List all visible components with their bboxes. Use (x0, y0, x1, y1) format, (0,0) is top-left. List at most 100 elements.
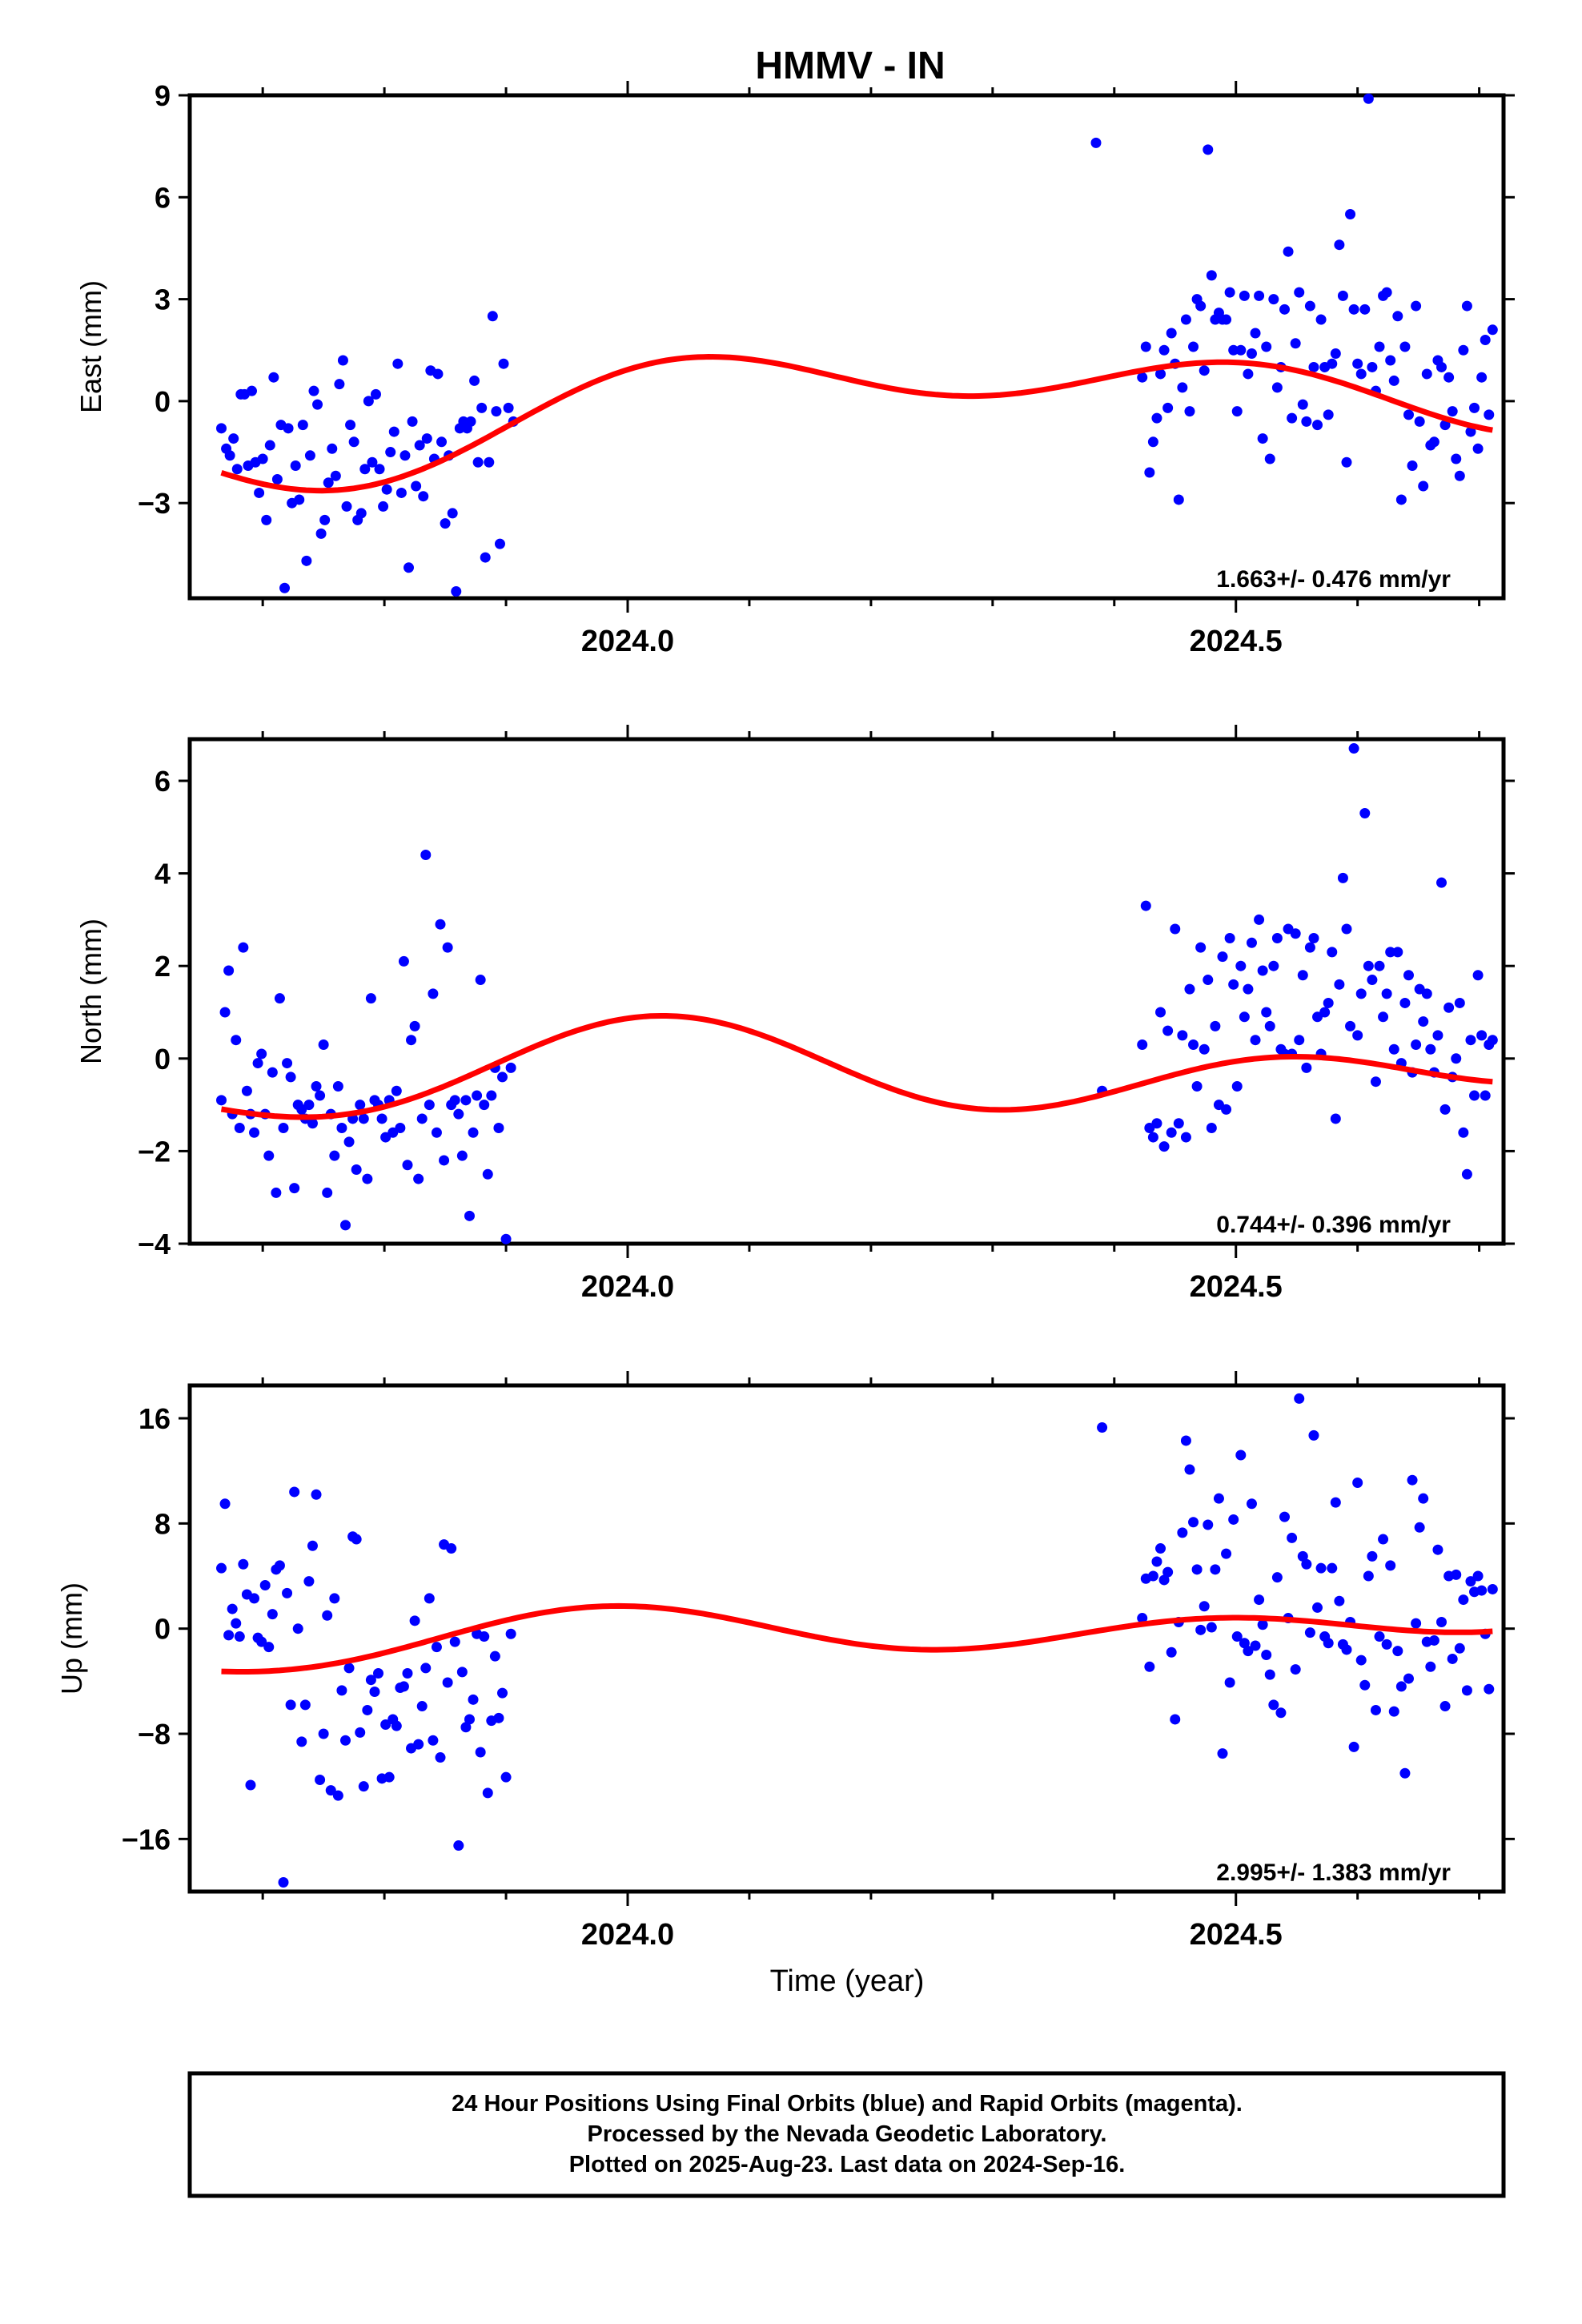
north-data-point (479, 1100, 490, 1111)
north-data-point (1334, 979, 1345, 990)
east-data-point (451, 586, 462, 597)
north-data-point (456, 1150, 468, 1161)
north-data-point (1436, 877, 1447, 888)
up-data-point (1271, 1572, 1283, 1583)
north-data-point (1231, 1080, 1243, 1092)
east-data-point (1414, 416, 1425, 427)
north-data-point (219, 1007, 231, 1018)
up-data-point (424, 1593, 435, 1604)
east-data-point (440, 518, 451, 529)
east-data-point (1472, 443, 1484, 454)
north-data-point (1203, 975, 1214, 986)
north-data-point (234, 1123, 245, 1134)
east-data-point (1330, 348, 1341, 359)
north-data-point (449, 1095, 460, 1106)
north-data-point (1140, 900, 1151, 911)
up-data-points (216, 1393, 1498, 1888)
up-data-point (245, 1779, 256, 1791)
east-data-point (1206, 270, 1217, 281)
up-data-point (1287, 1532, 1298, 1543)
up-data-point (1439, 1701, 1451, 1712)
north-y-tick-label: 2 (155, 950, 171, 983)
east-data-point (1188, 341, 1199, 352)
east-data-point (1465, 426, 1476, 437)
x-axis-label: Time (year) (770, 1964, 925, 1998)
up-data-point (1447, 1653, 1458, 1664)
north-data-point (1432, 1030, 1443, 1041)
east-data-point (1290, 338, 1301, 349)
up-data-point (1363, 1570, 1374, 1582)
north-data-point (1443, 1002, 1455, 1013)
east-data-point (334, 379, 345, 390)
up-data-point (227, 1603, 238, 1614)
east-data-point (388, 426, 400, 437)
east-data-point (1264, 453, 1275, 464)
up-data-point (428, 1735, 439, 1746)
north-y-tick-label: 0 (155, 1043, 171, 1076)
up-data-point (1381, 1638, 1392, 1650)
north-data-point (435, 919, 446, 930)
east-data-point (323, 477, 334, 489)
north-data-point (1323, 997, 1334, 1008)
up-data-point (292, 1623, 303, 1634)
up-axes: −16 −8 0 8 16 2024.0 2024.5 (122, 1371, 1515, 1952)
up-x-tick-label: 2024.0 (581, 1918, 674, 1952)
north-data-point (263, 1150, 275, 1161)
east-data-point (271, 473, 283, 485)
up-data-point (1184, 1464, 1195, 1475)
up-data-point (1312, 1602, 1323, 1613)
up-fit-curve (221, 1602, 1493, 1675)
north-data-point (267, 1067, 278, 1078)
up-data-point (1250, 1640, 1261, 1651)
east-data-point (1399, 341, 1411, 352)
up-y-tick-label: −8 (138, 1718, 171, 1751)
north-data-point (1206, 1123, 1217, 1134)
east-data-point (1162, 402, 1174, 413)
north-data-point (1451, 1053, 1462, 1064)
north-data-point (1458, 1127, 1469, 1138)
up-data-point (1476, 1585, 1488, 1596)
up-data-point (1279, 1511, 1290, 1522)
up-data-point (1180, 1435, 1191, 1446)
east-data-point (421, 433, 432, 444)
up-data-point (1147, 1570, 1158, 1582)
east-data-point (1173, 494, 1184, 505)
up-data-point (1341, 1644, 1352, 1655)
east-data-point (1301, 416, 1312, 427)
north-data-point (358, 1113, 369, 1124)
north-data-point (274, 993, 285, 1004)
north-data-point (1268, 960, 1279, 971)
north-data-point (482, 1168, 493, 1180)
north-data-point (362, 1173, 373, 1184)
up-data-point (435, 1752, 446, 1763)
north-data-point (406, 1035, 417, 1046)
north-data-point (1235, 960, 1247, 971)
up-data-point (453, 1840, 464, 1852)
east-data-point (400, 450, 411, 461)
north-data-point (1469, 1090, 1480, 1101)
up-data-point (1177, 1527, 1188, 1538)
east-data-point (327, 443, 338, 454)
up-data-point (1228, 1514, 1239, 1525)
up-data-point (1392, 1646, 1403, 1657)
north-data-point (336, 1123, 347, 1134)
up-data-point (274, 1560, 285, 1571)
north-data-point (460, 1095, 472, 1106)
up-data-point (289, 1486, 300, 1498)
north-data-point (1297, 970, 1308, 981)
east-panel: −3 0 3 6 9 2024.0 2024.5 East (mm) 1.663+/- 0.… (74, 79, 1515, 658)
east-fit-curve (220, 353, 1493, 494)
east-data-point (1469, 402, 1480, 413)
up-data-point (325, 1785, 336, 1796)
east-data-point (1254, 290, 1265, 301)
north-data-point (1472, 970, 1484, 981)
east-data-point (1308, 361, 1319, 372)
up-data-point (464, 1714, 475, 1725)
north-data-point (1381, 988, 1392, 999)
east-data-point (503, 402, 514, 413)
up-data-point (365, 1675, 376, 1686)
east-data-point (1348, 304, 1359, 315)
north-data-point (307, 1118, 318, 1129)
east-data-point (345, 420, 356, 431)
